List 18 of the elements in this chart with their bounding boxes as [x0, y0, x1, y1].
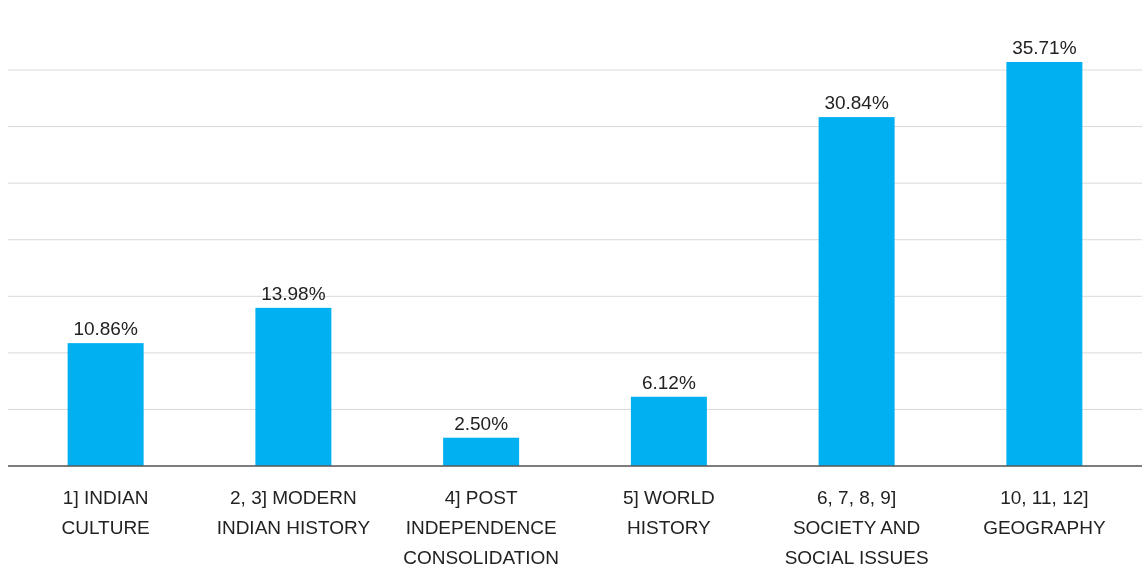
data-label: 2.50%	[454, 412, 509, 434]
bar	[818, 117, 895, 466]
data-label: 13.98%	[261, 282, 326, 304]
bar	[1006, 62, 1083, 466]
bar	[67, 343, 144, 466]
data-label: 30.84%	[824, 92, 889, 114]
x-tick-label: 1] INDIAN CULTURE	[61, 487, 150, 538]
data-label: 6.12%	[641, 371, 696, 393]
x-tick-label: 10, 11, 12] GEOGRAPHY	[983, 487, 1106, 538]
x-tick-label: 6, 7, 8, 9] SOCIETY AND SOCIAL ISSUES	[784, 487, 929, 568]
data-label: 10.86%	[73, 318, 138, 340]
data-label: 35.71%	[1012, 37, 1077, 58]
x-tick-label: 4] POST INDEPENDENCE CONSOLIDATION	[403, 487, 560, 568]
x-tick-label: 2, 3] MODERN INDIAN HISTORY	[216, 487, 371, 538]
bar	[255, 307, 332, 466]
bar	[443, 437, 520, 466]
x-tick-label: 5] WORLD HISTORY	[622, 487, 715, 538]
bar	[630, 396, 707, 466]
